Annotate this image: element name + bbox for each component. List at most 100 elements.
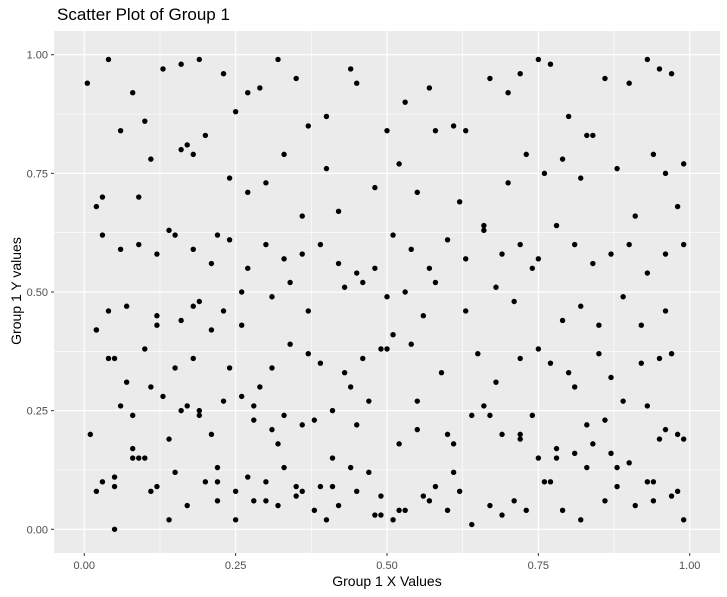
data-point bbox=[644, 479, 651, 485]
y-tick-label: 0.25 bbox=[27, 406, 48, 418]
data-point bbox=[190, 355, 196, 362]
data-point bbox=[602, 75, 608, 82]
data-point bbox=[269, 365, 275, 371]
data-point bbox=[263, 479, 269, 485]
data-point bbox=[196, 412, 203, 419]
data-point bbox=[287, 279, 293, 286]
data-point bbox=[130, 445, 136, 452]
data-point bbox=[111, 474, 118, 480]
data-point bbox=[662, 251, 669, 257]
data-point bbox=[323, 113, 330, 120]
data-point bbox=[317, 360, 324, 366]
data-point bbox=[384, 346, 390, 352]
data-point bbox=[420, 493, 427, 499]
data-point bbox=[281, 256, 287, 262]
data-point bbox=[529, 265, 536, 271]
data-point bbox=[299, 251, 305, 257]
data-point bbox=[166, 517, 172, 523]
data-point bbox=[487, 502, 493, 509]
data-point bbox=[178, 317, 184, 324]
data-point bbox=[251, 498, 257, 504]
data-point bbox=[335, 208, 342, 215]
data-point bbox=[553, 222, 560, 229]
data-point bbox=[178, 407, 184, 414]
data-point bbox=[111, 526, 118, 532]
data-point bbox=[602, 498, 608, 504]
data-point bbox=[323, 165, 330, 172]
data-point bbox=[311, 507, 318, 513]
data-point bbox=[584, 464, 590, 471]
data-point bbox=[263, 241, 269, 248]
data-point bbox=[444, 507, 451, 513]
data-point bbox=[214, 232, 221, 238]
data-point bbox=[329, 483, 336, 490]
data-point bbox=[559, 317, 566, 324]
data-point bbox=[99, 479, 106, 485]
data-point bbox=[481, 227, 487, 234]
x-axis-label: Group 1 X Values bbox=[332, 573, 442, 589]
data-point bbox=[499, 251, 505, 257]
data-point bbox=[656, 355, 663, 362]
data-point bbox=[208, 327, 215, 333]
data-point bbox=[232, 517, 239, 523]
data-point bbox=[680, 517, 687, 523]
data-point bbox=[305, 123, 311, 129]
data-point bbox=[117, 246, 124, 252]
data-point bbox=[475, 350, 481, 357]
data-point bbox=[614, 464, 620, 471]
data-point bbox=[378, 493, 384, 499]
data-point bbox=[172, 469, 178, 476]
data-point bbox=[426, 85, 433, 91]
data-point bbox=[263, 498, 269, 504]
data-point bbox=[245, 89, 251, 96]
data-point bbox=[202, 132, 209, 139]
data-point bbox=[517, 71, 523, 77]
data-point bbox=[463, 127, 469, 134]
data-point bbox=[632, 213, 638, 219]
data-point bbox=[590, 260, 596, 267]
x-tick-label: 0.25 bbox=[225, 560, 246, 572]
data-point bbox=[184, 502, 190, 509]
data-point bbox=[245, 474, 251, 480]
data-point bbox=[620, 294, 626, 300]
data-point bbox=[608, 251, 614, 257]
data-point bbox=[662, 308, 669, 314]
data-point bbox=[680, 436, 687, 442]
data-point bbox=[644, 56, 651, 63]
data-point bbox=[311, 417, 318, 423]
data-point bbox=[517, 355, 523, 362]
data-point bbox=[226, 237, 233, 243]
data-point bbox=[160, 393, 166, 400]
data-point bbox=[154, 322, 160, 328]
data-point bbox=[99, 194, 106, 200]
data-point bbox=[608, 374, 614, 381]
data-point bbox=[493, 379, 499, 385]
data-point bbox=[450, 441, 457, 447]
data-point bbox=[626, 80, 632, 86]
data-point bbox=[668, 493, 675, 499]
data-point bbox=[499, 512, 505, 518]
data-point bbox=[499, 431, 505, 438]
data-point bbox=[620, 398, 626, 404]
data-point bbox=[347, 384, 354, 390]
data-point bbox=[275, 441, 281, 447]
data-point bbox=[196, 298, 203, 305]
data-point bbox=[360, 279, 366, 286]
data-point bbox=[160, 66, 166, 72]
data-point bbox=[130, 455, 136, 461]
data-point bbox=[420, 313, 427, 319]
data-point bbox=[402, 99, 408, 105]
data-point bbox=[341, 284, 348, 290]
data-point bbox=[553, 455, 560, 461]
data-point bbox=[517, 241, 523, 248]
data-point bbox=[136, 241, 142, 248]
data-point bbox=[426, 265, 433, 271]
data-point bbox=[148, 488, 154, 495]
data-point bbox=[238, 289, 245, 295]
y-tick-label: 0.75 bbox=[27, 168, 48, 180]
data-point bbox=[565, 113, 572, 120]
data-point bbox=[578, 517, 584, 523]
data-point bbox=[99, 232, 106, 238]
data-point bbox=[390, 332, 396, 338]
data-point bbox=[632, 502, 638, 509]
